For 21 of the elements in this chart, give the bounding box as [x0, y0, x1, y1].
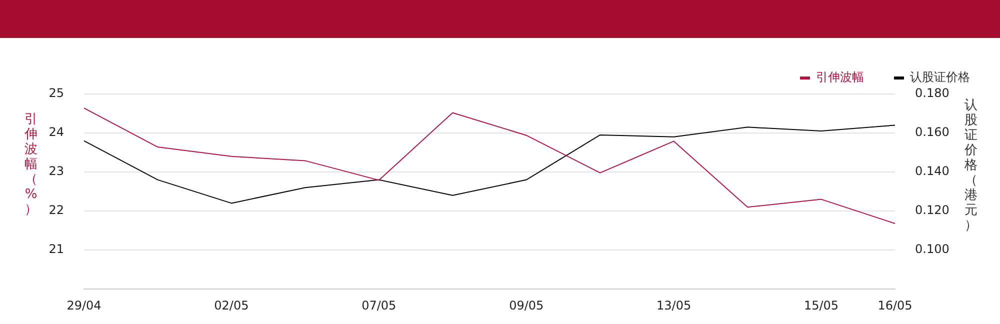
x-tick-label: 15/05	[804, 298, 839, 312]
legend-label: 认股证价格	[910, 70, 970, 84]
y-tick-label: 25	[48, 86, 64, 100]
x-tick-label: 02/05	[214, 298, 249, 312]
y-tick-label: 23	[48, 164, 64, 178]
x-tick-label: 29/04	[66, 298, 102, 312]
y-tick-label: 22	[48, 203, 64, 218]
y2-tick-label: 0.160	[915, 125, 950, 140]
x-tick-label: 07/05	[362, 298, 396, 312]
y2-tick-label: 0.180	[915, 86, 950, 100]
y2-tick-label: 0.100	[915, 242, 950, 256]
y-axis-title: 引伸波幅（%）	[24, 112, 38, 217]
y-tick-label: 21	[48, 242, 64, 256]
y2-tick-label: 0.140	[915, 164, 950, 178]
x-tick-label: 09/05	[509, 298, 544, 312]
y2-tick-label: 0.120	[915, 203, 950, 218]
y-tick-label: 24	[48, 125, 64, 140]
legend-label: 引伸波幅	[816, 70, 864, 84]
text: 认股证价格（港元）	[964, 98, 978, 233]
x-tick-label: 13/05	[656, 298, 692, 312]
x-tick-label: 16/05	[878, 298, 912, 312]
